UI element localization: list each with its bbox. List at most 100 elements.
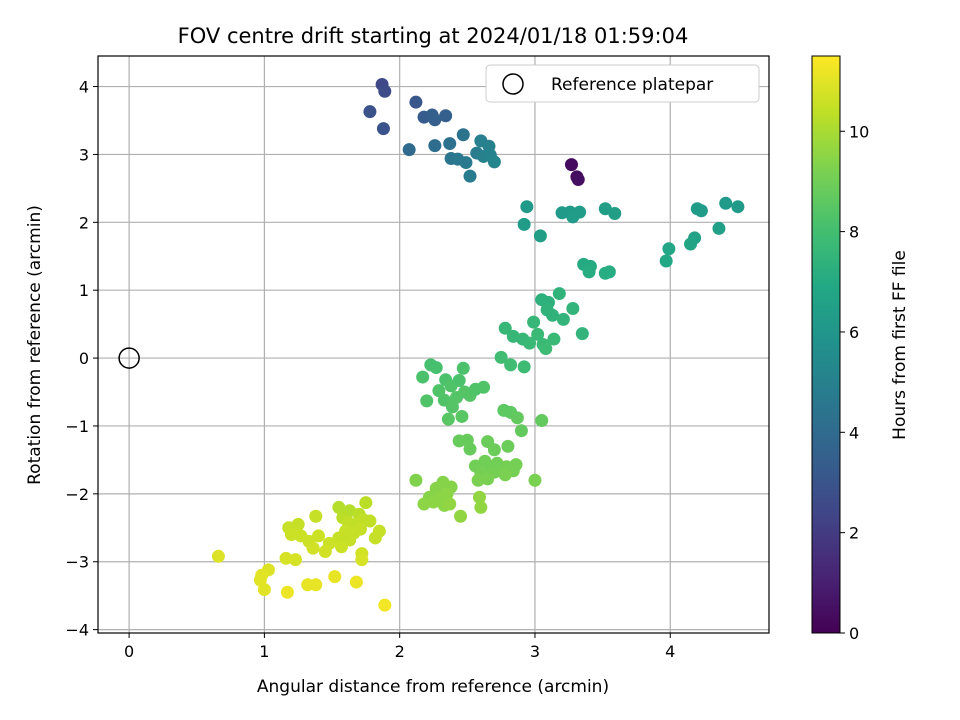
data-point — [306, 541, 320, 555]
legend-label: Reference platepar — [551, 75, 713, 95]
colorbar-ticks: 0 2 4 6 8 10 — [840, 122, 869, 643]
data-point — [439, 109, 453, 123]
data-point — [363, 514, 377, 528]
data-point — [443, 137, 457, 151]
data-point — [440, 487, 454, 501]
colorbar: 0 2 4 6 8 10 Hours from first FF file — [811, 55, 910, 643]
data-point — [487, 155, 501, 169]
data-point — [402, 143, 416, 157]
data-point — [552, 287, 566, 301]
y-tick-label: −3 — [65, 553, 89, 572]
data-point — [514, 424, 528, 438]
grid-lines — [98, 56, 769, 633]
data-point — [441, 412, 455, 426]
data-point — [409, 473, 423, 487]
data-point — [409, 95, 423, 109]
data-point — [289, 553, 303, 567]
data-point — [659, 254, 673, 268]
plot-frame — [97, 55, 770, 634]
colorbar-tick-label: 2 — [849, 524, 859, 543]
y-tick-label: 3 — [79, 145, 89, 164]
data-point — [335, 540, 349, 554]
data-point — [472, 490, 486, 504]
data-point — [535, 414, 549, 428]
y-tick-label: −2 — [65, 485, 89, 504]
plot-area — [98, 56, 769, 633]
data-point — [363, 105, 377, 119]
y-tick-label: −1 — [65, 417, 89, 436]
data-point — [463, 442, 477, 456]
data-point — [328, 570, 342, 584]
data-point — [602, 265, 616, 279]
data-point — [509, 458, 523, 472]
data-point — [556, 312, 570, 326]
data-point — [368, 531, 382, 545]
data-point — [712, 221, 726, 235]
data-point — [533, 229, 547, 243]
data-point — [455, 409, 469, 423]
data-point — [531, 327, 545, 341]
data-point — [474, 500, 488, 514]
data-point — [456, 361, 470, 375]
data-point — [571, 173, 585, 187]
data-point — [719, 196, 733, 210]
y-tick-label: −4 — [65, 621, 89, 640]
data-point — [291, 517, 305, 531]
data-point — [378, 84, 392, 98]
data-point — [280, 585, 294, 599]
data-point — [420, 394, 434, 408]
data-point — [428, 113, 442, 127]
data-point — [498, 321, 512, 335]
data-point — [312, 529, 326, 543]
data-point — [443, 497, 457, 511]
data-point — [564, 158, 578, 172]
y-tick-label: 0 — [79, 349, 89, 368]
x-axis-label: Angular distance from reference (arcmin) — [257, 677, 609, 697]
data-point — [454, 509, 468, 523]
data-point — [309, 578, 323, 592]
data-point — [463, 169, 477, 183]
data-point — [427, 495, 440, 509]
data-point — [520, 200, 534, 214]
data-point — [498, 468, 512, 482]
data-point — [487, 443, 501, 457]
data-point — [684, 237, 698, 251]
data-point — [452, 373, 466, 387]
data-point — [477, 380, 491, 394]
data-point — [318, 545, 332, 559]
colorbar-tick-label: 8 — [849, 223, 859, 242]
y-axis-label: Rotation from reference (arcmin) — [25, 205, 45, 485]
data-point — [432, 384, 446, 398]
colorbar-tick-label: 10 — [849, 122, 869, 141]
colorbar-tick-label: 0 — [849, 624, 859, 643]
y-axis-ticks: −4 −3 −2 −1 0 1 2 3 4 — [65, 78, 98, 640]
data-point — [355, 553, 369, 567]
data-point — [528, 473, 542, 487]
data-point — [523, 336, 537, 350]
data-point — [349, 575, 363, 589]
data-point — [582, 265, 596, 279]
data-point — [608, 206, 622, 220]
data-point — [456, 128, 470, 142]
x-tick-label: 2 — [395, 642, 405, 661]
data-points — [211, 78, 745, 612]
data-point — [501, 439, 515, 453]
colorbar-gradient — [811, 55, 841, 634]
data-point — [353, 522, 367, 536]
data-point — [471, 473, 485, 487]
data-point — [284, 528, 298, 542]
data-point — [694, 204, 708, 218]
data-point — [547, 332, 561, 346]
y-tick-label: 2 — [79, 213, 89, 232]
x-tick-label: 0 — [124, 642, 134, 661]
data-point — [504, 358, 518, 372]
colorbar-tick-label: 6 — [849, 323, 859, 342]
data-point — [428, 139, 442, 153]
data-point — [279, 551, 293, 565]
data-point — [429, 361, 443, 375]
chart-title: FOV centre drift starting at 2024/01/18 … — [178, 24, 689, 48]
data-point — [510, 411, 524, 425]
y-tick-label: 4 — [79, 78, 89, 97]
data-point — [662, 242, 676, 256]
